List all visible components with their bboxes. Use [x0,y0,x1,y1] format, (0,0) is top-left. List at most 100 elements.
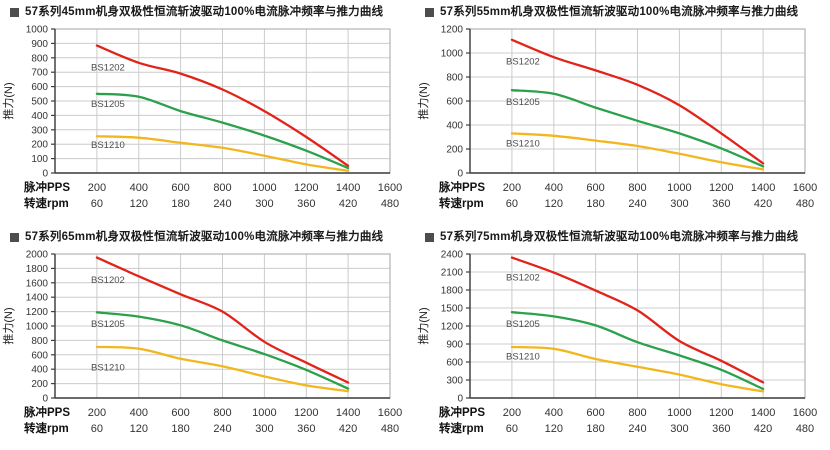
svg-text:360: 360 [297,198,315,210]
svg-text:脉冲PPS: 脉冲PPS [23,405,70,419]
svg-text:转速rpm: 转速rpm [439,196,484,210]
thrust-curve-plot-65mm: 0 200 400 600 800 1000 1200 1400 1600 1800 2000 脉冲P… [1,250,402,436]
svg-text:480: 480 [796,423,814,435]
chart-title-45mm: 57系列45mm机身双极性恒流斩波驱动100%电流脉冲频率与推力曲线 [10,4,415,20]
svg-text:800: 800 [446,73,463,84]
svg-text:500: 500 [31,97,48,108]
svg-text:600: 600 [446,358,463,369]
svg-text:60: 60 [506,423,518,435]
svg-text:1600: 1600 [378,182,402,194]
chart-cell-55mm: 57系列55mm机身双极性恒流斩波驱动100%电流脉冲频率与推力曲线 0 200 4… [415,0,830,225]
svg-text:180: 180 [171,198,189,210]
svg-text:BS1205: BS1205 [91,99,125,110]
title-bullet-icon [10,232,19,242]
svg-text:600: 600 [586,407,604,419]
svg-text:240: 240 [628,423,646,435]
svg-text:1400: 1400 [336,407,360,419]
svg-text:180: 180 [171,423,189,435]
thrust-curve-plot-45mm: 0 100 200 300 400 500 600 700 800 900 1000 脉冲PPS 转速r… [1,25,402,211]
svg-text:1200: 1200 [294,407,318,419]
svg-text:推力(N): 推力(N) [1,82,15,119]
svg-text:1000: 1000 [441,49,464,60]
chart-title-text: 57系列45mm机身双极性恒流斩波驱动100%电流脉冲频率与推力曲线 [25,6,384,18]
svg-text:300: 300 [670,198,688,210]
svg-text:400: 400 [130,407,148,419]
svg-text:420: 420 [339,423,357,435]
chart-title-65mm: 57系列65mm机身双极性恒流斩波驱动100%电流脉冲频率与推力曲线 [10,229,415,245]
svg-text:360: 360 [712,198,730,210]
svg-text:200: 200 [31,379,48,390]
svg-text:推力(N): 推力(N) [1,307,15,344]
thrust-curve-plot-75mm: 0 300 600 900 1200 1500 1800 2100 2400 脉冲PPS 转速rpm… [416,250,817,436]
svg-text:240: 240 [628,198,646,210]
svg-text:400: 400 [446,121,463,132]
svg-text:360: 360 [712,423,730,435]
svg-text:1000: 1000 [26,25,49,36]
svg-text:2000: 2000 [26,250,49,261]
svg-text:240: 240 [213,198,231,210]
chart-title-text: 57系列75mm机身双极性恒流斩波驱动100%电流脉冲频率与推力曲线 [440,231,799,243]
svg-text:200: 200 [88,407,106,419]
svg-text:200: 200 [446,145,463,156]
svg-text:1400: 1400 [336,182,360,194]
svg-text:1400: 1400 [751,182,775,194]
svg-text:1000: 1000 [667,407,691,419]
svg-text:800: 800 [628,182,646,194]
svg-text:300: 300 [255,423,273,435]
svg-text:420: 420 [754,423,772,435]
svg-text:脉冲PPS: 脉冲PPS [438,180,485,194]
svg-text:BS1202: BS1202 [91,275,125,286]
svg-text:1000: 1000 [252,407,276,419]
svg-text:100: 100 [31,154,48,165]
chart-title-text: 57系列65mm机身双极性恒流斩波驱动100%电流脉冲频率与推力曲线 [25,231,384,243]
svg-text:300: 300 [670,423,688,435]
svg-text:400: 400 [31,111,48,122]
svg-text:120: 120 [545,198,563,210]
svg-text:300: 300 [446,376,463,387]
svg-text:1400: 1400 [751,407,775,419]
svg-text:1600: 1600 [378,407,402,419]
svg-text:400: 400 [545,407,563,419]
svg-text:0: 0 [457,394,463,405]
svg-text:600: 600 [446,97,463,108]
svg-text:600: 600 [31,82,48,93]
svg-text:420: 420 [339,198,357,210]
svg-text:700: 700 [31,68,48,79]
svg-text:转速rpm: 转速rpm [24,421,69,435]
svg-text:1400: 1400 [26,293,49,304]
chart-cell-45mm: 57系列45mm机身双极性恒流斩波驱动100%电流脉冲频率与推力曲线 0 100 2… [0,0,415,225]
svg-text:BS1210: BS1210 [506,138,540,149]
svg-text:1200: 1200 [26,307,49,318]
svg-text:200: 200 [503,182,521,194]
svg-text:60: 60 [506,198,518,210]
svg-text:2100: 2100 [441,268,464,279]
thrust-curve-plot-55mm: 0 200 400 600 800 1000 1200 脉冲PPS 转速rpm 200 60 400 1… [416,25,817,211]
svg-text:1200: 1200 [441,322,464,333]
title-bullet-icon [10,7,19,17]
svg-text:420: 420 [754,198,772,210]
svg-text:60: 60 [91,198,103,210]
svg-text:800: 800 [31,53,48,64]
svg-text:900: 900 [446,340,463,351]
svg-text:400: 400 [130,182,148,194]
svg-text:360: 360 [297,423,315,435]
svg-text:1200: 1200 [294,182,318,194]
svg-text:2400: 2400 [441,250,464,261]
svg-text:400: 400 [545,182,563,194]
svg-text:200: 200 [31,140,48,151]
chart-title-75mm: 57系列75mm机身双极性恒流斩波驱动100%电流脉冲频率与推力曲线 [425,229,830,245]
svg-text:480: 480 [381,198,399,210]
svg-text:120: 120 [130,423,148,435]
svg-text:480: 480 [381,423,399,435]
svg-text:900: 900 [31,39,48,50]
svg-text:180: 180 [586,423,604,435]
svg-text:BS1205: BS1205 [91,319,125,330]
svg-text:0: 0 [457,169,463,180]
svg-text:800: 800 [31,336,48,347]
svg-text:1500: 1500 [441,304,464,315]
svg-text:脉冲PPS: 脉冲PPS [438,405,485,419]
svg-text:BS1205: BS1205 [506,97,540,108]
svg-text:1800: 1800 [26,264,49,275]
